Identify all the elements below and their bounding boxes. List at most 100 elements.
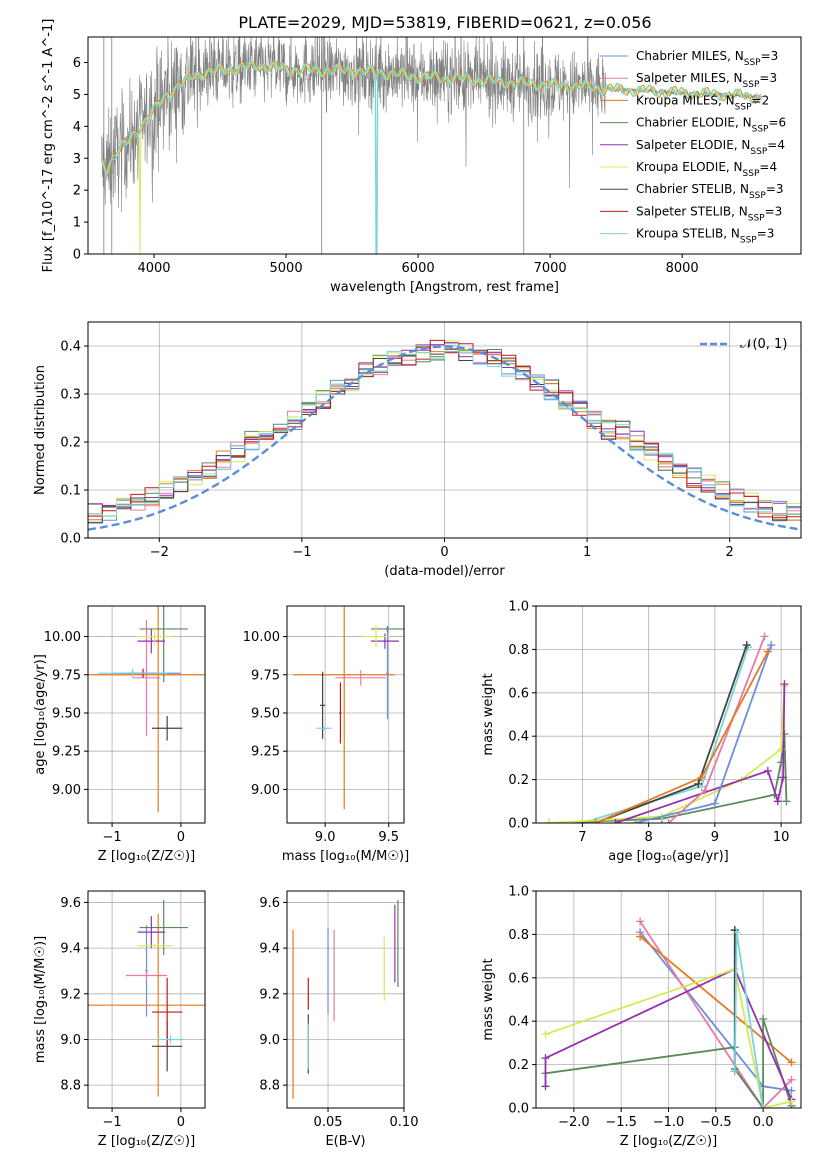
axes-frame: [87, 321, 802, 539]
x-tick-label: −1: [292, 545, 311, 560]
x-tick-label: 8: [644, 830, 652, 845]
y-tick-label: 9.0: [60, 1033, 81, 1048]
x-tick-label: −1: [103, 830, 122, 845]
y-tick-label: 1: [73, 216, 81, 231]
x-tick-label: 7: [578, 830, 586, 845]
weight-marker: [760, 632, 769, 641]
mass_vs_ebv-panel: 0.05 0.10 8.8 9.0 9.2 9.4 9.6 E(B-V): [259, 890, 418, 1149]
y-axis-label: Flux [f_λ10^-17 erg cm^-2 s^-1 A^-1]: [41, 19, 56, 273]
weight-line: [733, 932, 764, 1108]
y-tick-label: 0.4: [508, 1015, 529, 1030]
weight-marker: [763, 766, 772, 775]
y-tick-label: 0.0: [60, 532, 81, 547]
y-tick-label: 9.4: [259, 942, 280, 957]
weight_vs_Z-panel: −2.0 −1.5 −1.0 −0.5 0.0 0.0 0.2 0.4 0.6 0.8 1.0 Z […: [481, 885, 802, 1149]
x-tick-label: 0: [177, 830, 185, 845]
y-tick-label: 8.8: [60, 1079, 81, 1094]
weight-marker: [759, 1015, 768, 1024]
legend-label: Chabrier MILES, NSSP=3: [636, 49, 778, 68]
axes-frame: [87, 890, 206, 1109]
legend-label: Kroupa MILES, NSSP=2: [636, 93, 769, 112]
weight-marker: [779, 773, 788, 782]
x-tick-label: −1: [103, 1115, 122, 1130]
x-tick-label: 9.5: [378, 830, 399, 845]
spectrum-data-group: [100, 37, 762, 254]
weight-marker: [710, 799, 719, 808]
x-tick-label: 7000: [534, 261, 567, 276]
mass_vs_Z-panel: −1 0 8.8 9.0 9.2 9.4 9.6 Z [log₁₀(Z/Z☉)] mass [l…: [33, 890, 206, 1149]
y-tick-label: 4: [73, 120, 81, 135]
weight-marker: [591, 819, 600, 823]
histogram-9: [88, 344, 801, 528]
y-tick-label: 0.2: [508, 1058, 529, 1073]
x-tick-label: 9.0: [315, 830, 336, 845]
weight-marker: [787, 1086, 796, 1095]
x-tick-label: 1: [583, 545, 591, 560]
y-tick-label: 0.8: [508, 643, 529, 658]
weight-marker: [759, 1104, 768, 1108]
weight-marker: [545, 819, 554, 823]
y-tick-label: 5: [73, 88, 81, 103]
weight-marker: [780, 680, 789, 689]
errorbar-group: [88, 606, 205, 813]
y-tick-label: 8.8: [259, 1079, 280, 1094]
axes-frame: [286, 605, 405, 824]
weight-marker: [694, 779, 703, 788]
axes-frame: [535, 890, 802, 1109]
weight-marker: [700, 786, 709, 795]
y-tick-label: 0.0: [508, 817, 529, 832]
legend-label: Chabrier STELIB, NSSP=3: [636, 182, 784, 201]
y-tick-label: 0.3: [60, 388, 81, 403]
weight-marker: [787, 1058, 796, 1067]
weight-marker: [763, 647, 772, 656]
legend-label: Kroupa STELIB, NSSP=3: [636, 227, 774, 246]
weight-marker: [541, 1054, 550, 1063]
weight-lines-group: [545, 632, 791, 823]
y-tick-label: 6: [73, 56, 81, 71]
y-tick-label: 9.25: [251, 745, 280, 760]
y-tick-label: 9.75: [52, 668, 81, 683]
x-tick-label: −1.5: [605, 1115, 637, 1130]
x-tick-label: 4000: [137, 261, 170, 276]
y-tick-label: 9.0: [259, 1033, 280, 1048]
weight-marker: [541, 1030, 550, 1039]
x-tick-label: 10: [773, 830, 790, 845]
spectrum-legend: Chabrier MILES, NSSP=3 Salpeter MILES, NS…: [600, 49, 786, 246]
legend-label: Kroupa ELODIE, NSSP=4: [636, 160, 777, 179]
x-axis-label: mass [log₁₀(M/M☉)]: [282, 849, 409, 864]
weight_vs_age-panel: 7 8 9 10 0.0 0.2 0.4 0.6 0.8 1.0 age [log₁₀(age/yr…: [481, 600, 802, 864]
spectrum-panel: 4000 5000 6000 7000 8000 0 1 2 3 4 5 6 wavelength [A…: [41, 19, 802, 295]
y-tick-label: 9.00: [52, 783, 81, 798]
y-axis-label: age [log₁₀(age/yr)]: [33, 654, 48, 775]
x-tick-label: 0.05: [314, 1115, 343, 1130]
y-tick-label: 9.6: [259, 896, 280, 911]
x-axis-label: Z [log₁₀(Z/Z☉)]: [98, 1134, 195, 1149]
x-tick-label: 9: [711, 830, 719, 845]
legend-label: Salpeter ELODIE, NSSP=4: [636, 138, 785, 157]
y-axis-label: mass weight: [481, 958, 496, 1040]
y-tick-label: 9.25: [52, 745, 81, 760]
weight-line: [549, 733, 788, 823]
y-tick-label: 9.00: [251, 783, 280, 798]
y-tick-label: 10.00: [44, 630, 81, 645]
y-tick-label: 1.0: [508, 885, 529, 900]
axes-frame: [286, 890, 405, 1109]
histogram-group: [88, 339, 801, 531]
y-tick-label: 0.4: [60, 340, 81, 355]
legend-label: Salpeter MILES, NSSP=3: [636, 71, 777, 90]
x-axis-label: Z [log₁₀(Z/Z☉)]: [620, 1134, 717, 1149]
y-tick-label: 0.4: [508, 730, 529, 745]
weight-line: [595, 651, 769, 823]
y-axis-label: mass weight: [481, 673, 496, 755]
weight-line: [615, 684, 786, 823]
weight-marker: [732, 928, 741, 937]
weight-marker: [611, 819, 620, 823]
x-axis-label: Z [log₁₀(Z/Z☉)]: [98, 849, 195, 864]
figure-title: PLATE=2029, MJD=53819, FIBERID=0621, z=0…: [238, 13, 651, 32]
x-tick-label: 8000: [666, 261, 699, 276]
spectrum-model-line: [100, 60, 762, 254]
weight-line: [545, 967, 792, 1108]
weight-marker: [636, 917, 645, 926]
y-tick-label: 0.1: [60, 484, 81, 499]
